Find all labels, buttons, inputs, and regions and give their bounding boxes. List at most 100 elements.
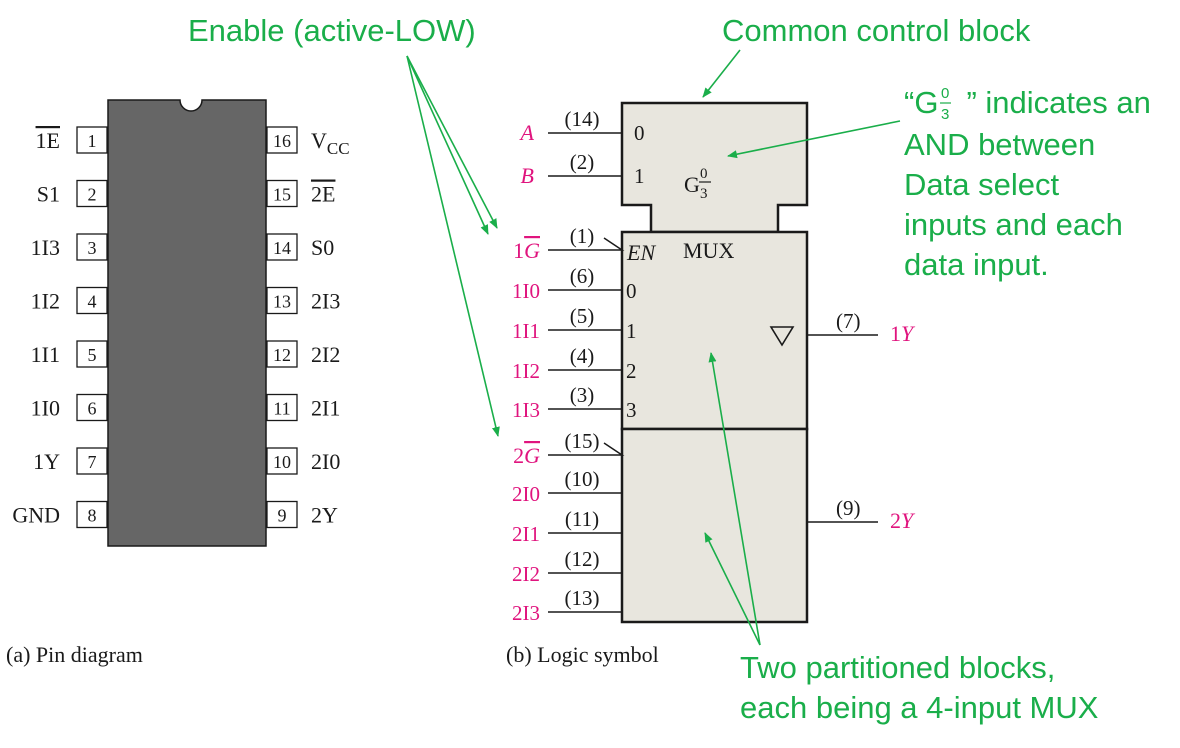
pin-number: (1) [570, 224, 595, 248]
signal-label: 1I1 [512, 319, 540, 343]
three-state-output-icon [769, 326, 795, 347]
pin-11: 11 2I1 [266, 393, 340, 422]
signal-label: 2I3 [512, 601, 540, 625]
pin-number: 4 [88, 292, 97, 312]
mux1-input-1i1: (5) 1I1 1 [512, 304, 637, 343]
enable-arrow-to-mux2 [406, 55, 500, 437]
input-index: 1 [634, 164, 645, 188]
pin-number: 14 [273, 238, 291, 258]
pin-label-subscript: CC [327, 139, 350, 158]
svg-text:inputs and each: inputs and each [904, 207, 1123, 242]
mux2-input-2i3: (13) 2I3 [512, 586, 622, 625]
pin-4: 4 1I2 [31, 286, 108, 315]
signal-label: 2G [513, 443, 540, 468]
pin-3: 3 1I3 [31, 233, 108, 261]
annotation-arrows [406, 49, 901, 646]
pin-box [266, 126, 298, 154]
pin-box [266, 500, 298, 529]
signal-label: 2I1 [512, 522, 540, 546]
input-index: 3 [626, 398, 637, 422]
svg-text:(7): (7) [836, 309, 861, 333]
active-low-indicator-1 [603, 237, 625, 251]
pin-label: 2I2 [311, 342, 340, 367]
pin-14: 14 S0 [266, 233, 334, 261]
left-pin-column: 1 1E 2 S1 3 1I3 4 1I2 5 1I1 6 1I0 7 1Y 8 GND [12, 126, 108, 529]
pin-number: (14) [565, 107, 600, 131]
signal-label: 2I2 [512, 562, 540, 586]
enable-annotation: Enable (active-LOW) [188, 13, 476, 48]
annotations: Enable (active-LOW) Common control block… [188, 13, 1151, 725]
pin-number: 15 [273, 185, 291, 205]
svg-text:data input.: data input. [904, 247, 1049, 282]
pin-number: 7 [88, 452, 97, 472]
mux-block-2 [620, 427, 809, 624]
svg-text:3: 3 [941, 106, 949, 123]
pin-number: (2) [570, 150, 595, 174]
mux1-input-1i2: (4) 1I2 2 [512, 344, 637, 383]
pin-number: 1 [88, 131, 97, 151]
pin-label: GND [12, 503, 60, 528]
pin-number: 16 [273, 131, 291, 151]
enable-arrow-to-mux1 [406, 55, 498, 229]
pin-10: 10 2I0 [266, 447, 340, 475]
pin-number: (6) [570, 264, 595, 288]
signal-label: 1I2 [512, 359, 540, 383]
pin-box [266, 340, 298, 368]
pin-box [76, 233, 108, 261]
signal-label: A [519, 120, 535, 145]
pin-box [266, 179, 298, 208]
pin-label: VCC [311, 128, 350, 158]
pin-number: 13 [273, 292, 291, 312]
pin-label: S1 [37, 182, 60, 207]
pin-9: 9 2Y [266, 500, 338, 529]
signal-label: 1I0 [512, 279, 540, 303]
svg-text:0: 0 [941, 85, 949, 102]
svg-text:G: G [684, 172, 700, 197]
pin-8: 8 GND [12, 500, 108, 529]
mux1-input-1i0: (6) 1I0 0 [512, 264, 637, 303]
pin-number: 8 [88, 506, 97, 526]
output-2y: (9) 2Y [807, 496, 916, 533]
signal-label: 1I3 [512, 398, 540, 422]
pin-diagram-caption: (a) Pin diagram [6, 642, 143, 667]
pin-label: 1I0 [31, 396, 60, 421]
enable-arrow-to-1g [406, 55, 489, 235]
pin-number: 3 [88, 238, 97, 258]
input-index: 1 [626, 319, 637, 343]
svg-text:“G” indicates an: “G” indicates an [904, 85, 1151, 120]
enable-1g: (1) 1G [513, 224, 604, 263]
control-input-a: (14) A 0 [519, 107, 645, 145]
pin-number: (12) [565, 547, 600, 571]
logic-symbol-caption: (b) Logic symbol [506, 642, 659, 667]
pin-box [76, 500, 108, 529]
svg-text:3: 3 [700, 186, 708, 202]
pin-15: 15 2E [266, 179, 335, 208]
signal-label: 2I0 [512, 482, 540, 506]
mux2-input-2i2: (12) 2I2 [512, 547, 622, 586]
input-index: 2 [626, 359, 637, 383]
g-note-arrow [727, 120, 901, 159]
pin-13: 13 2I3 [266, 286, 340, 315]
partitioned-arrow-mux2 [704, 532, 761, 646]
common-control-annotation: Common control block [722, 13, 1031, 48]
right-pin-column: 16 VCC 15 2E 14 S0 13 2I3 12 2I2 11 2I1 10 2I0 9 2Y [266, 126, 350, 529]
pin-box [76, 126, 108, 154]
logic-symbol-inputs: (14) A 0 (2) B 1 (1) 1G (15) 2G (6) 1I0 0 (5) 1I1 1 (4) 1… [512, 107, 645, 625]
pin-label: 1Y [33, 449, 60, 474]
pin-box [76, 393, 108, 422]
enable-2g: (15) 2G [513, 429, 604, 468]
pin-6: 6 1I0 [31, 393, 108, 422]
partitioned-annotation-line-1: Two partitioned blocks, [740, 650, 1055, 685]
pin-label: 1I3 [31, 235, 60, 260]
pin-number: 10 [273, 452, 291, 472]
pin-number: 5 [88, 345, 97, 365]
svg-text:1Y: 1Y [890, 321, 916, 346]
pin-12: 12 2I2 [266, 340, 340, 368]
pin-number: (4) [570, 344, 595, 368]
signal-label: B [521, 163, 534, 188]
pin-box [76, 179, 108, 208]
svg-text:0: 0 [700, 166, 708, 182]
pin-number: (11) [565, 507, 599, 531]
